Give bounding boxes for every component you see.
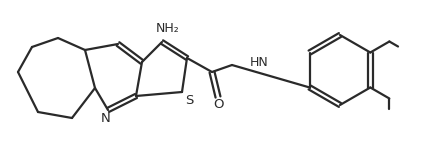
Text: S: S bbox=[185, 93, 193, 107]
Text: N: N bbox=[101, 111, 111, 124]
Text: NH₂: NH₂ bbox=[156, 22, 180, 34]
Text: HN: HN bbox=[250, 55, 269, 69]
Text: O: O bbox=[214, 99, 224, 111]
